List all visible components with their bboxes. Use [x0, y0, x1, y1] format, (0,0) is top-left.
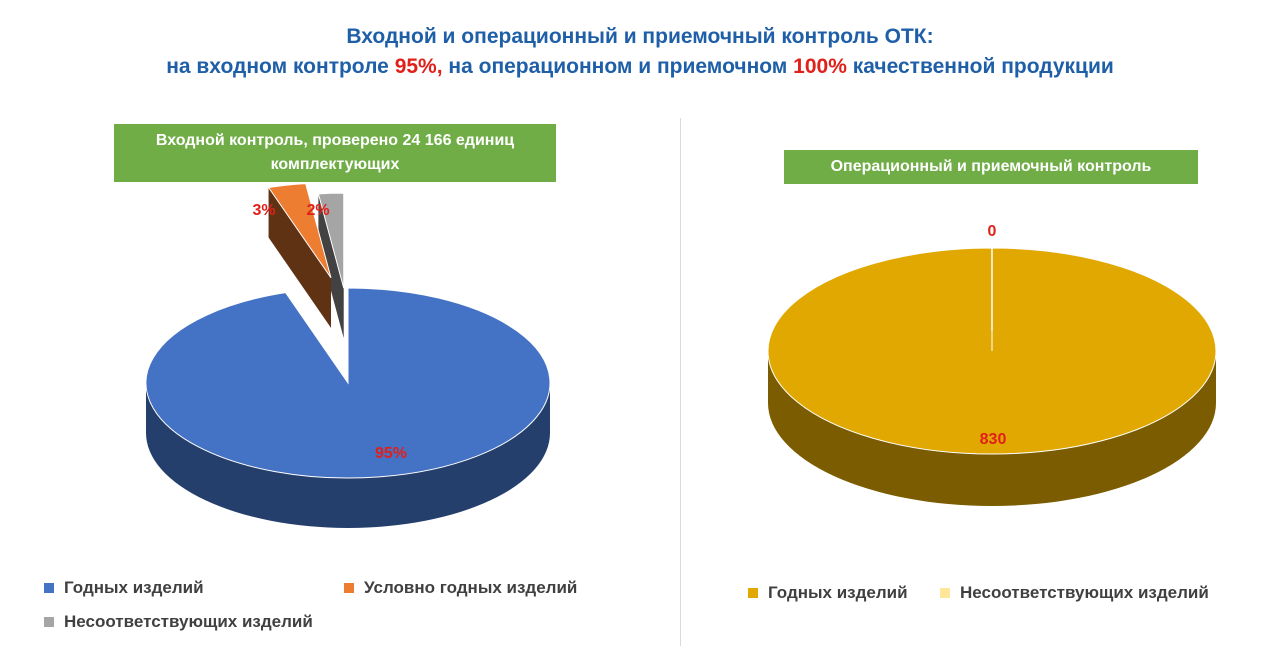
legend-label-good: Годных изделий — [64, 578, 204, 597]
pie1-slice-conditional-top — [267, 183, 332, 279]
title-line-2: на входном контроле 95%, на операционном… — [0, 52, 1280, 82]
title-highlight-100: 100% — [793, 55, 847, 78]
legend-label-conditional: Условно годных изделий — [364, 578, 578, 597]
legend-item-nonconforming-op: Несоответствующих изделий — [940, 583, 1209, 603]
pie1-slice-good-side — [146, 383, 550, 528]
legend-swatch-good — [44, 583, 54, 593]
pie1-slice-good-top — [145, 287, 551, 479]
page-title: Входной и операционный и приемочный конт… — [0, 22, 1280, 82]
legend-item-good-op: Годных изделий — [748, 583, 908, 603]
chart-1-title-banner: Входной контроль, проверено 24 166 едини… — [114, 124, 556, 182]
pie1-label-nonconforming: 2% — [306, 202, 329, 219]
legend-label-nonconforming-op: Несоответствующих изделий — [960, 583, 1209, 602]
legend-item-nonconforming: Несоответствующих изделий — [44, 612, 313, 632]
chart-2-title-banner: Операционный и приемочный контроль — [784, 150, 1198, 184]
legend-item-good: Годных изделий — [44, 578, 204, 598]
pie1-label-good: 95% — [375, 445, 407, 462]
pie1-label-conditional: 3% — [252, 202, 275, 219]
pie1-slice-conditional-wall-0 — [268, 187, 331, 328]
title-highlight-95: 95%, — [394, 55, 443, 78]
legend-swatch-nonconforming-op — [940, 588, 950, 598]
title-line-2-part-e: качественной продукции — [846, 55, 1114, 78]
pie2-slice-good-op-top — [767, 247, 1217, 455]
panel-divider — [680, 118, 681, 646]
pie2-label-good-op: 830 — [980, 431, 1007, 448]
legend-swatch-conditional — [344, 583, 354, 593]
legend-swatch-nonconforming — [44, 617, 54, 627]
legend-label-nonconforming: Несоответствующих изделий — [64, 612, 313, 631]
legend-swatch-good-op — [748, 588, 758, 598]
title-line-2-part-a: на входном контроле — [166, 55, 395, 78]
pie2-label-nonconforming-op: 0 — [988, 223, 997, 240]
pie1-slice-nonconforming-top — [317, 192, 345, 289]
pie2-slice-good-op-side — [768, 351, 1216, 506]
legend-item-conditional: Условно годных изделий — [344, 578, 577, 598]
legend-label-good-op: Годных изделий — [768, 583, 908, 602]
title-line-1: Входной и операционный и приемочный конт… — [346, 25, 934, 48]
pie1-slice-nonconforming-wall-0 — [318, 193, 344, 339]
title-line-2-part-c: на операционном и приемочном — [442, 55, 794, 78]
